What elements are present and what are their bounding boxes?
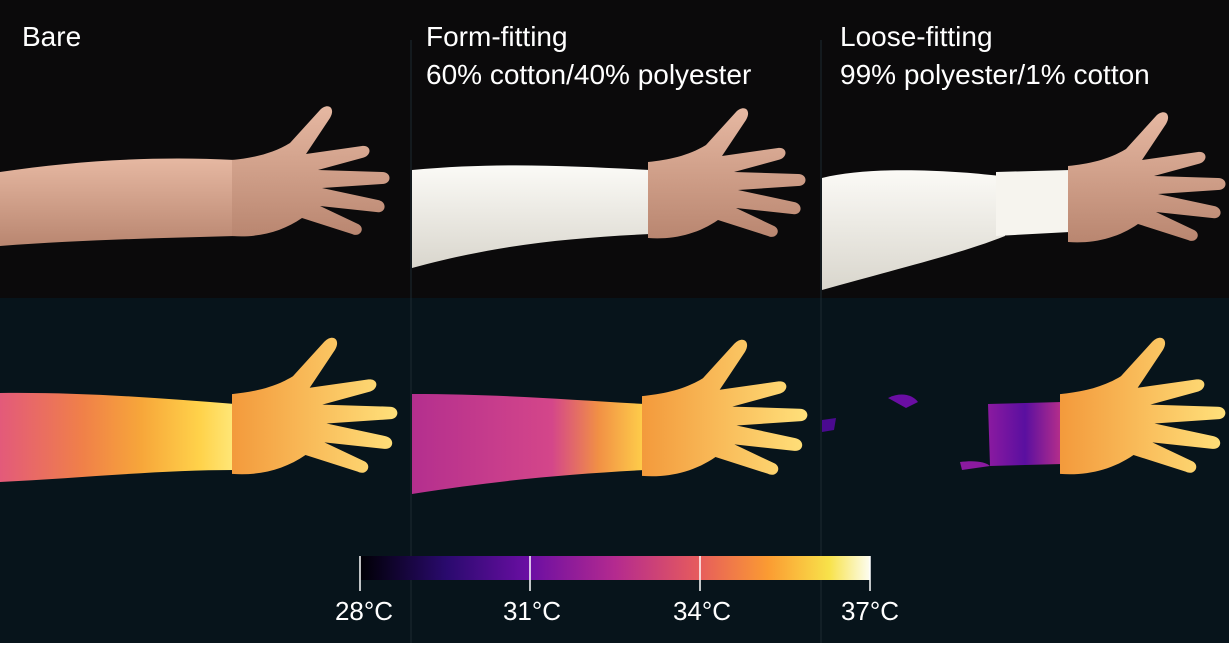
panel-title-bare: Bare xyxy=(22,21,82,52)
photo-band xyxy=(0,0,1229,298)
panel-subtitle-loose-fitting: 99% polyester/1% cotton xyxy=(840,59,1150,90)
bare-arm-photo xyxy=(0,106,390,246)
colorbar xyxy=(360,556,870,580)
colorbar-label-31: 31°C xyxy=(502,596,562,626)
panel-title-loose-fitting: Loose-fitting xyxy=(840,21,993,52)
form-fitting-arm-thermal xyxy=(412,339,808,494)
panel-title-form-fitting: Form-fitting xyxy=(426,21,568,52)
form-fitting-arm-photo xyxy=(412,108,806,268)
loose-fitting-arm-photo xyxy=(822,112,1226,290)
loose-fitting-arm-thermal xyxy=(822,337,1226,475)
colorbar-label-37: 37°C xyxy=(840,596,900,626)
colorbar-label-28: 28°C xyxy=(334,596,394,626)
colorbar-label-34: 34°C xyxy=(672,596,732,626)
bare-arm-thermal xyxy=(0,337,398,482)
panel-subtitle-form-fitting: 60% cotton/40% polyester xyxy=(426,59,752,90)
